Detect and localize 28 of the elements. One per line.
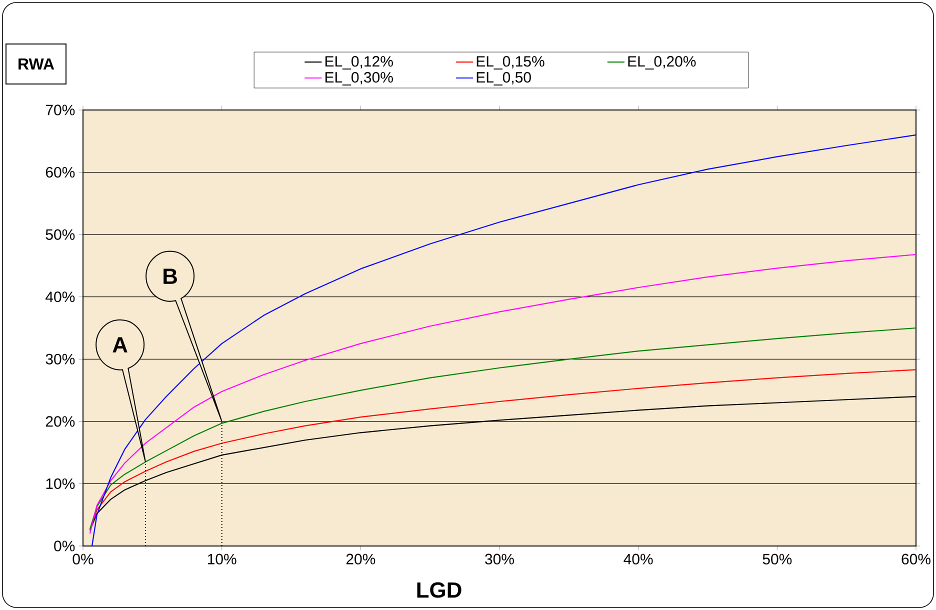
y-tick-label: 70% (46, 104, 75, 116)
x-tick-label: 20% (346, 554, 376, 564)
y-tick-label: 50% (46, 229, 75, 240)
x-axis-title: LGD (417, 582, 462, 598)
y-tick-label: 40% (46, 292, 75, 302)
x-tick-label: 40% (624, 554, 653, 564)
line-series (89, 369, 917, 530)
legend-label: EL_0,20% (628, 56, 696, 70)
x-tick-label: 60% (902, 554, 930, 564)
legend-label: EL_0,12% (325, 56, 393, 70)
legend-label: EL_0,15% (476, 56, 544, 70)
y-tick-label: 0% (54, 540, 75, 552)
line-series (89, 254, 917, 534)
y-tick-label: 60% (46, 166, 75, 178)
y-tick-label: 30% (46, 354, 75, 364)
y-tick-label: 20% (46, 416, 75, 427)
legend-label: EL_0,50 (476, 72, 531, 86)
annotation: A (112, 337, 128, 352)
line-series (89, 327, 917, 530)
x-tick-label: 10% (208, 554, 236, 564)
legend-label: EL_0,30% (325, 72, 393, 86)
x-tick-label: 0% (72, 554, 94, 564)
line-series (91, 134, 917, 547)
y-tick-label: 10% (46, 478, 75, 490)
annotation: B (164, 268, 177, 284)
x-tick-label: 50% (762, 554, 792, 564)
y-axis-title: RWA (18, 58, 54, 70)
x-tick-label: 30% (485, 554, 514, 564)
